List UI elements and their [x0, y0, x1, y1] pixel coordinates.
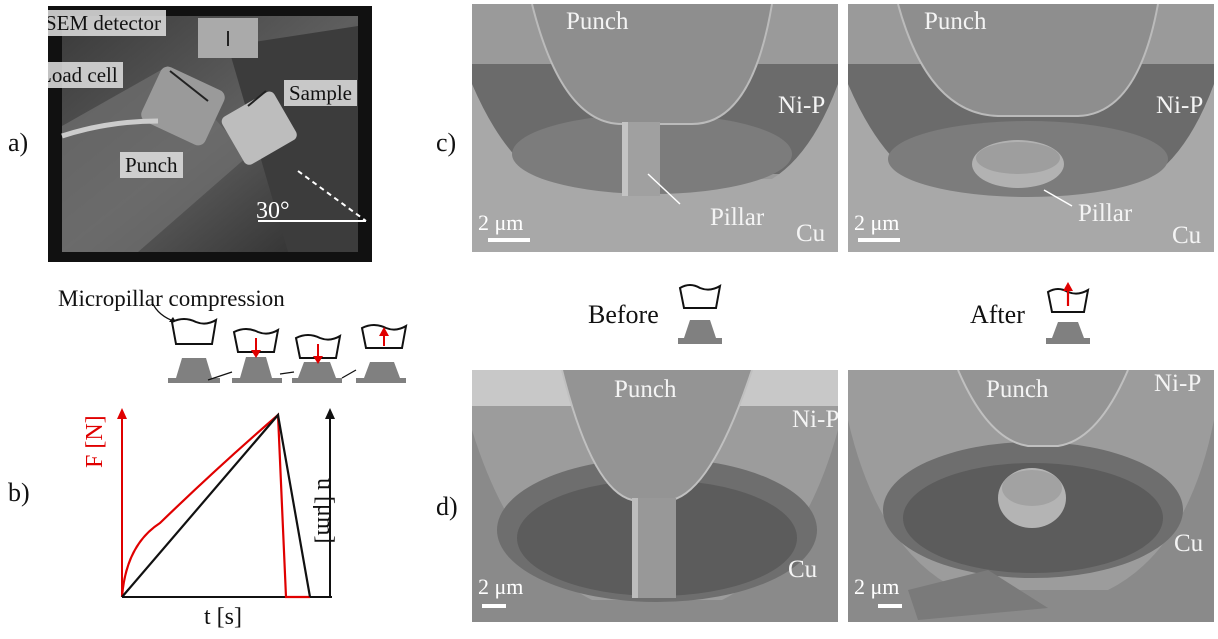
label-coating: Ni-P [1154, 370, 1202, 397]
label-coating: Ni-P [1156, 92, 1204, 119]
scale-label: 2 μm [854, 210, 900, 235]
label-punch: Punch [566, 8, 629, 35]
force-curve [120, 412, 310, 599]
panel-letter-a: a) [8, 128, 29, 157]
label-substrate: Cu [796, 220, 826, 247]
label-substrate: Cu [1174, 530, 1204, 557]
label-punch-photo: Punch [120, 152, 183, 178]
scale-bar [878, 604, 902, 608]
scale-label: 2 μm [478, 574, 524, 599]
displacement-curve [121, 412, 312, 598]
compression-schematic [151, 301, 408, 383]
scale-bar [482, 604, 506, 608]
caption-after: After [970, 300, 1025, 329]
label-angle: 30° [256, 198, 290, 224]
label-substrate: Cu [788, 556, 818, 583]
scale-bar [858, 238, 900, 242]
sem-d-after: Punch Ni-P Cu 2 μm [848, 370, 1214, 622]
sem-d-before: Punch Ni-P Cu 2 μm [472, 370, 838, 622]
label-coating: Ni-P [792, 406, 838, 433]
panel-letter-c: c) [436, 128, 457, 157]
scale-label: 2 μm [854, 574, 900, 599]
schematic-step-2 [232, 328, 282, 383]
label-sample: Sample [284, 80, 357, 106]
sem-c-after: Punch Ni-P Pillar Cu 2 μm [848, 4, 1214, 252]
after-icon [1046, 282, 1090, 344]
caption-before: Before [588, 300, 659, 329]
label-punch: Punch [986, 376, 1049, 403]
schematic-title: Micropillar compression [58, 286, 285, 311]
label-sem-detector: SEM detector [48, 10, 167, 36]
setup-photo: SEM detector Load cell Sample Punch 30° [48, 6, 372, 262]
load-displacement-plot [117, 408, 335, 599]
xlabel-time: t [s] [204, 604, 242, 630]
schematic-step-3 [292, 334, 342, 383]
label-load-cell: Load cell [48, 62, 123, 88]
label-punch: Punch [924, 8, 987, 35]
scale-label: 2 μm [478, 210, 524, 235]
label-substrate: Cu [1172, 222, 1202, 249]
label-pillar: Pillar [710, 204, 765, 231]
label-punch: Punch [614, 376, 677, 403]
panel-letter-d: d) [436, 492, 458, 521]
schematic-step-1 [168, 318, 220, 383]
panel-letter-b: b) [8, 478, 30, 507]
label-coating: Ni-P [778, 92, 826, 119]
scale-bar [488, 238, 530, 242]
schematic-step-4 [356, 324, 408, 383]
sem-c-before: Punch Ni-P Pillar Cu 2 μm [472, 4, 838, 252]
label-pillar: Pillar [1078, 200, 1133, 227]
before-icon [678, 284, 722, 344]
